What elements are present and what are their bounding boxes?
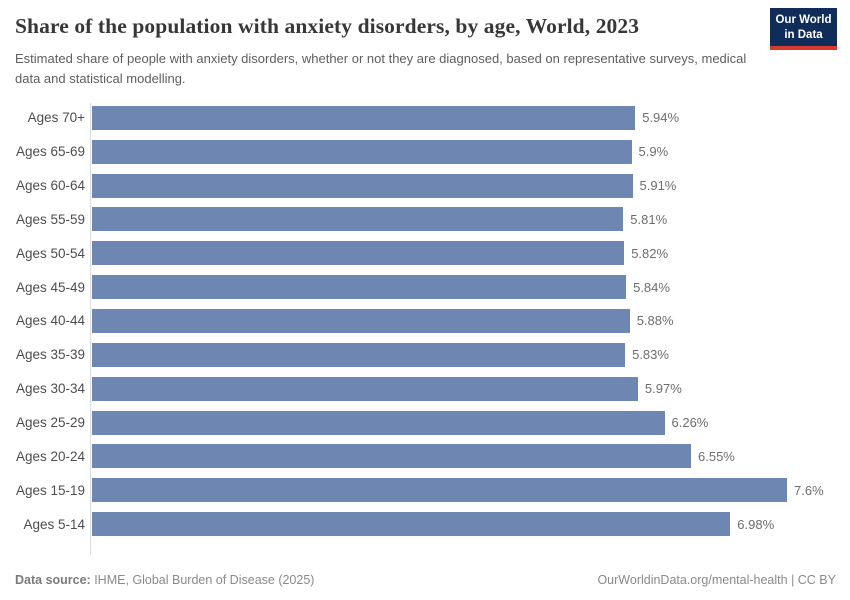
- bar-row: Ages 45-49 5.84%: [14, 270, 836, 304]
- value-label: 6.98%: [737, 516, 775, 532]
- bar[interactable]: [92, 376, 638, 401]
- owid-url-link[interactable]: OurWorldinData.org/mental-health | CC BY: [597, 573, 836, 587]
- bar-row: Ages 30-34 5.97%: [14, 372, 836, 406]
- bar-track: 5.9%: [90, 139, 836, 164]
- owid-logo: Our World in Data: [770, 8, 837, 51]
- bar-track: 5.83%: [90, 342, 836, 367]
- value-label: 6.55%: [698, 448, 735, 464]
- value-label: 5.91%: [639, 178, 677, 194]
- data-source: Data source: IHME, Global Burden of Dise…: [15, 573, 314, 587]
- chart-footer: Data source: IHME, Global Burden of Dise…: [15, 573, 836, 587]
- bar[interactable]: [92, 444, 691, 469]
- chart-header: Share of the population with anxiety dis…: [15, 14, 755, 89]
- bar[interactable]: [92, 207, 624, 232]
- value-label: 5.83%: [632, 347, 669, 363]
- category-label: Ages 40-44: [15, 313, 85, 329]
- bar-track: 6.98%: [90, 512, 836, 537]
- bar-chart: Ages 70+ 5.94% Ages 65-69 5.9% Ages 60-64 5.9…: [14, 101, 836, 557]
- category-label: Ages 55-59: [15, 211, 85, 227]
- bar-track: 5.84%: [90, 275, 836, 300]
- bar-row: Ages 60-64 5.91%: [14, 169, 836, 203]
- bar-row: Ages 50-54 5.82%: [14, 236, 836, 270]
- bar[interactable]: [92, 105, 636, 130]
- bar-row: Ages 55-59 5.81%: [14, 203, 836, 237]
- chart-subtitle: Estimated share of people with anxiety d…: [15, 50, 747, 86]
- value-label: 7.6%: [794, 482, 824, 498]
- category-label: Ages 30-34: [15, 381, 85, 397]
- data-source-label: Data source:: [15, 573, 91, 587]
- value-label: 5.97%: [644, 381, 682, 397]
- bar-track: 5.94%: [90, 105, 836, 130]
- category-label: Ages 65-69: [15, 144, 85, 160]
- bar-track: 6.55%: [90, 444, 836, 469]
- bar-track: 6.26%: [90, 410, 836, 435]
- bar-row: Ages 35-39 5.83%: [14, 338, 836, 372]
- bar-track: 5.97%: [90, 376, 836, 401]
- category-label: Ages 20-24: [15, 448, 85, 464]
- bar-chart-rows: Ages 70+ 5.94% Ages 65-69 5.9% Ages 60-64 5.9…: [14, 101, 836, 541]
- bar[interactable]: [92, 241, 625, 266]
- value-label: 5.81%: [630, 211, 668, 227]
- bar-track: 5.82%: [90, 241, 836, 266]
- category-label: Ages 50-54: [15, 245, 85, 261]
- category-label: Ages 45-49: [15, 279, 85, 295]
- bar-row: Ages 25-29 6.26%: [14, 406, 836, 440]
- owid-logo-line1: Our World: [775, 14, 832, 26]
- bar-row: Ages 65-69 5.9%: [14, 135, 836, 169]
- bar-track: 7.6%: [90, 478, 836, 503]
- bar[interactable]: [92, 478, 787, 503]
- bar-row: Ages 5-14 6.98%: [14, 507, 836, 541]
- bar-track: 5.81%: [90, 207, 836, 232]
- bar-row: Ages 15-19 7.6%: [14, 473, 836, 507]
- category-label: Ages 25-29: [15, 415, 85, 431]
- category-label: Ages 15-19: [15, 482, 85, 498]
- value-label: 6.26%: [671, 415, 709, 431]
- bar-track: 5.88%: [90, 308, 836, 333]
- bar-row: Ages 20-24 6.55%: [14, 439, 836, 473]
- value-label: 5.82%: [631, 245, 669, 261]
- category-label: Ages 5-14: [23, 516, 85, 532]
- bar-row: Ages 70+ 5.94%: [14, 101, 836, 135]
- bar[interactable]: [92, 173, 633, 198]
- page-title: Share of the population with anxiety dis…: [15, 14, 640, 38]
- category-label: Ages 35-39: [15, 347, 85, 363]
- category-label: Ages 70+: [27, 110, 85, 126]
- value-label: 5.94%: [642, 110, 680, 126]
- bar[interactable]: [92, 275, 627, 300]
- bar[interactable]: [92, 410, 665, 435]
- owid-logo-line2: in Data: [784, 28, 823, 41]
- bar[interactable]: [92, 512, 731, 537]
- bar[interactable]: [92, 308, 630, 333]
- value-label: 5.9%: [638, 144, 669, 160]
- value-label: 5.84%: [633, 279, 670, 295]
- bar-track: 5.91%: [90, 173, 836, 198]
- bar[interactable]: [92, 139, 632, 164]
- data-source-text: IHME, Global Burden of Disease (2025): [90, 573, 315, 587]
- category-label: Ages 60-64: [15, 178, 85, 194]
- bar-row: Ages 40-44 5.88%: [14, 304, 836, 338]
- y-axis-line: [90, 103, 91, 555]
- value-label: 5.88%: [636, 313, 674, 329]
- bar[interactable]: [92, 342, 626, 367]
